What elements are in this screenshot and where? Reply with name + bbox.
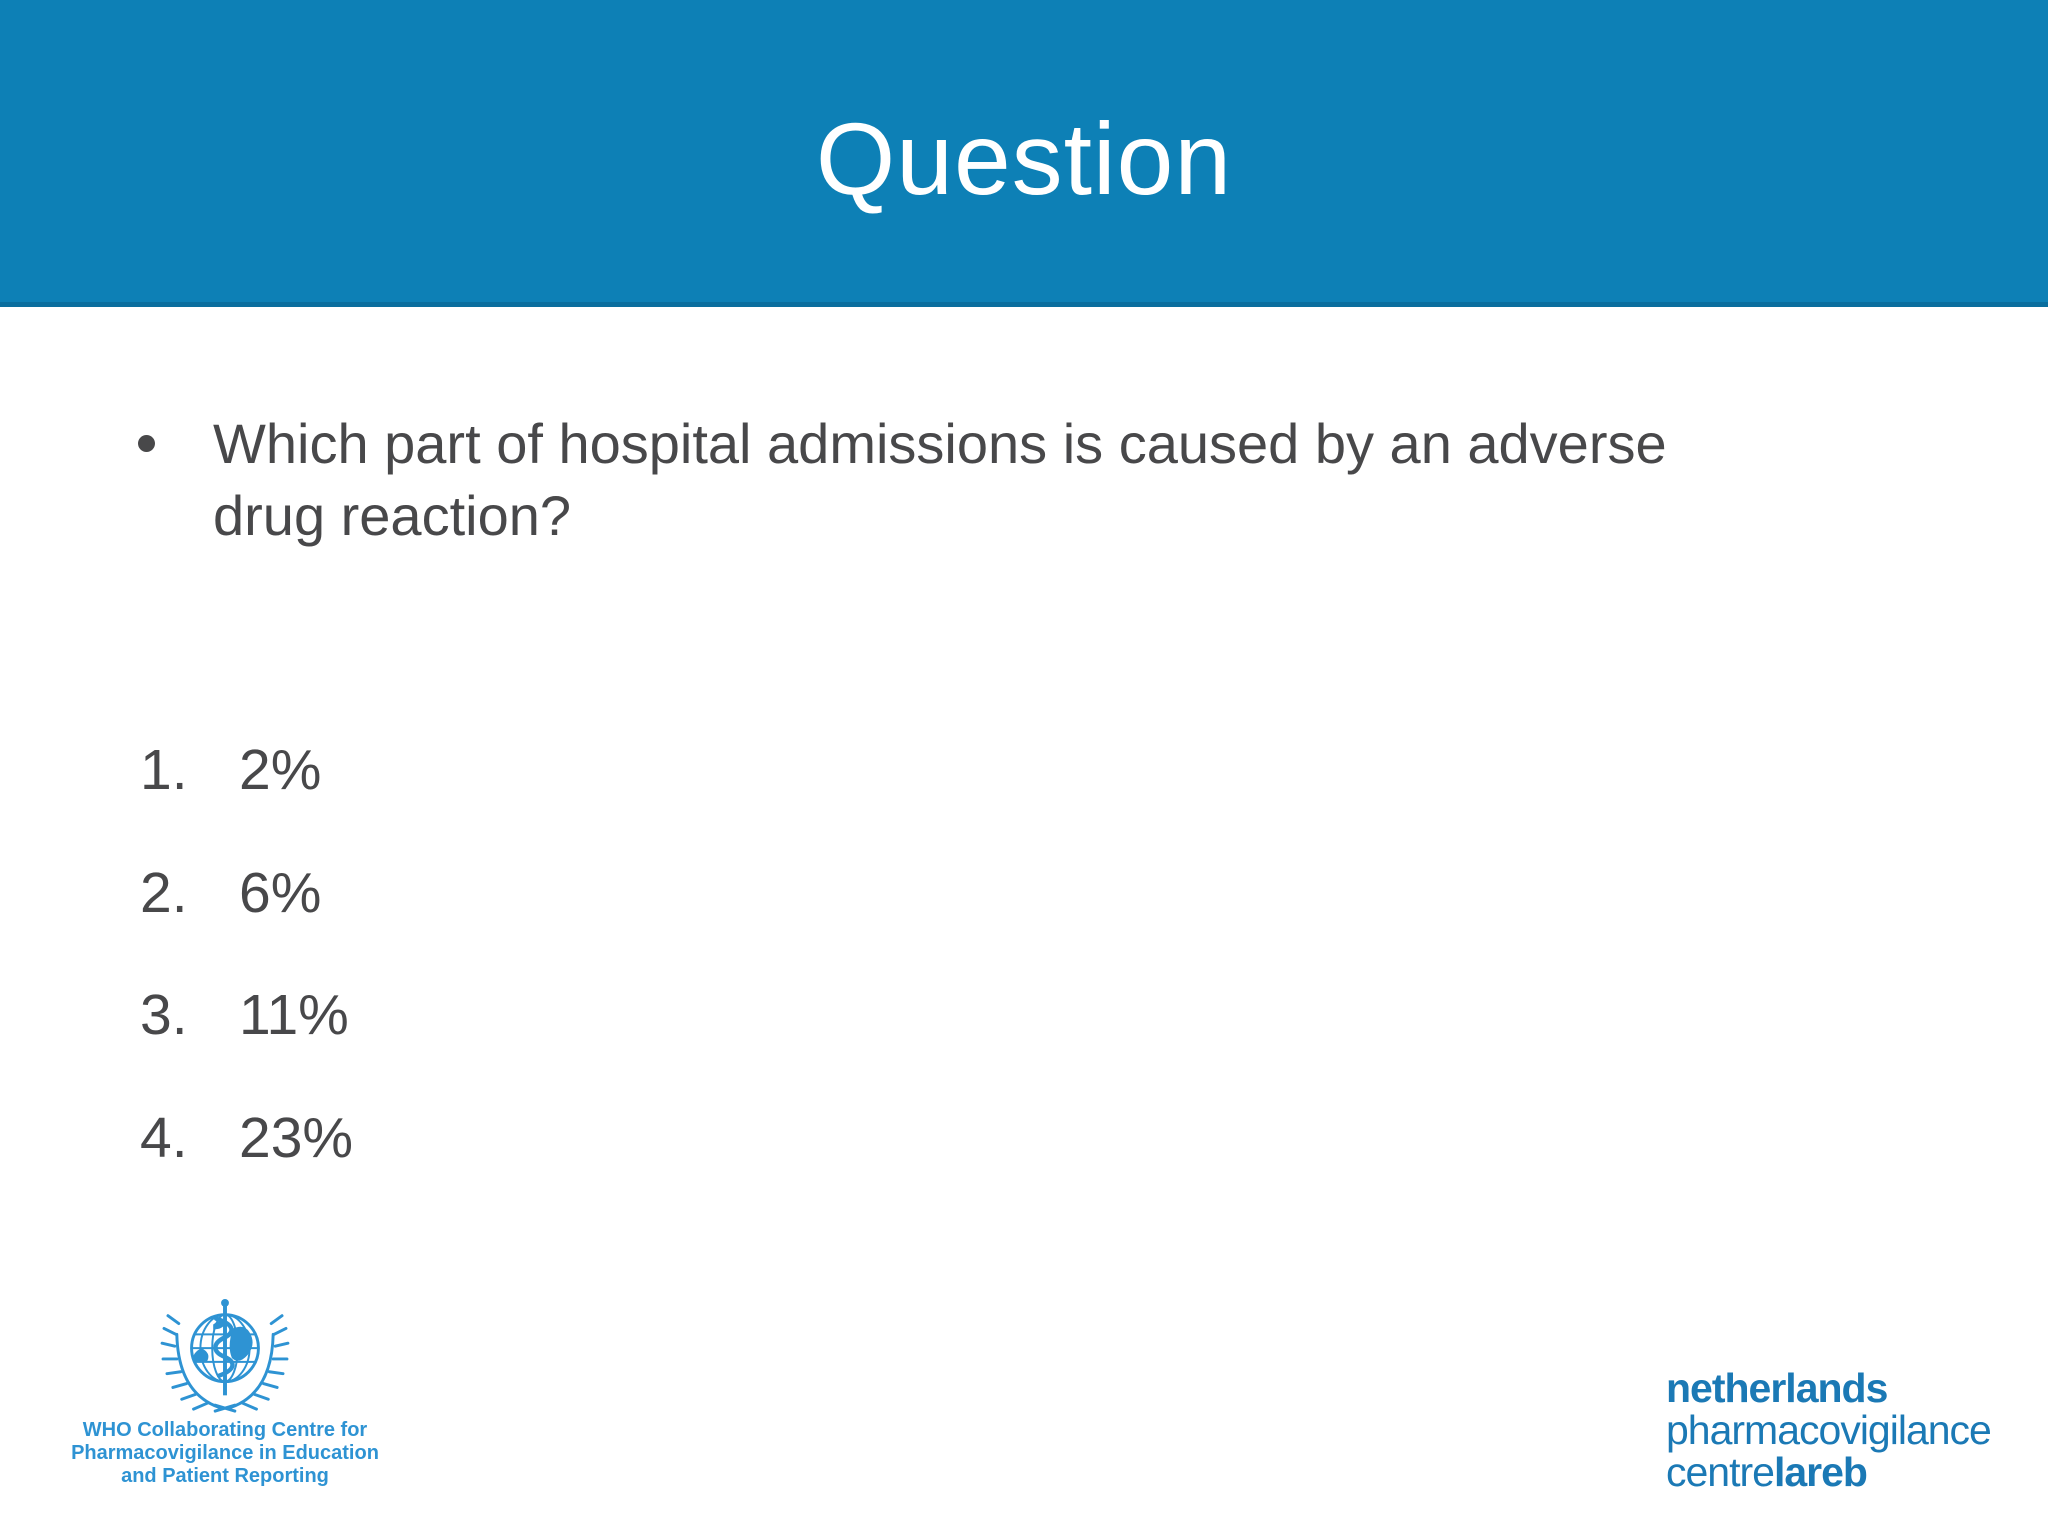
answer-item-2: 2. 6% — [140, 859, 353, 928]
who-caption-line-3: and Patient Reporting — [121, 1465, 329, 1487]
answer-label: 6% — [239, 860, 322, 925]
answer-label: 2% — [239, 738, 322, 802]
lareb-lareb-text: lareb — [1773, 1449, 1868, 1495]
bullet-icon — [138, 435, 155, 452]
lareb-line-netherlands: netherlands — [1666, 1365, 1888, 1411]
who-caption-line-1: WHO Collaborating Centre for — [82, 1419, 368, 1441]
question-text: Which part of hospital admissions is cau… — [213, 412, 1667, 547]
slide-title: Question — [815, 101, 1233, 216]
lareb-centre-text: centre — [1666, 1449, 1775, 1495]
question-bullet-row: Which part of hospital admissions is cau… — [138, 408, 1743, 552]
lareb-line-pharmacovigilance: pharmacovigilance — [1666, 1407, 1992, 1453]
lareb-wordmark: netherlands pharmacovigilance centrelare… — [1666, 1365, 1992, 1493]
answer-item-3: 3. 11% — [140, 981, 353, 1050]
answer-number: 4. — [140, 1105, 188, 1170]
answer-number: 3. — [140, 983, 188, 1047]
who-caption-line-2: Pharmacovigilance in Education — [71, 1442, 379, 1464]
slide-header: Question — [0, 0, 2048, 307]
answer-number: 1. — [140, 738, 188, 802]
answer-label: 23% — [239, 1105, 354, 1170]
answer-number: 2. — [140, 860, 188, 925]
answer-label: 11% — [239, 983, 349, 1047]
who-emblem-icon — [160, 1298, 290, 1413]
answer-options-list: 1. 2% 2. 6% 3. 11% 4. 23% — [140, 736, 353, 1226]
answer-item-4: 4. 23% — [140, 1104, 353, 1173]
lareb-line-centrelareb: centrelareb — [1666, 1451, 1991, 1493]
answer-item-1: 1. 2% — [140, 736, 353, 805]
who-logo-block: WHO Collaborating Centre for Pharmacovig… — [60, 1297, 390, 1488]
